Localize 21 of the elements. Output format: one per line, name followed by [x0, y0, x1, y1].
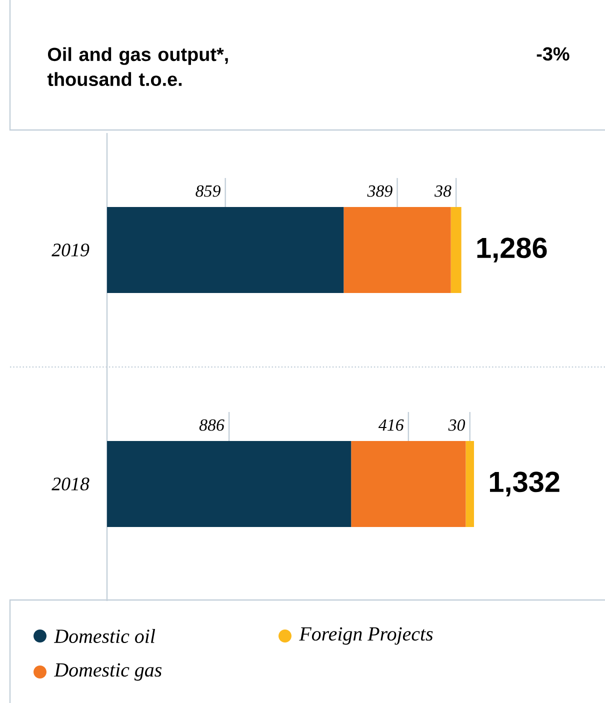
- total-label: 1,286: [477, 238, 547, 262]
- data-label: 859: [196, 185, 220, 197]
- legend-label: Domestic oil: [54, 628, 156, 644]
- bar: [450, 207, 462, 294]
- bar: [107, 207, 344, 294]
- data-label: 886: [199, 419, 224, 431]
- y-tick-label: 2019: [52, 244, 90, 256]
- data-label: 416: [378, 419, 404, 431]
- bar: [466, 441, 474, 528]
- data-label: 30: [448, 419, 466, 431]
- data-label: 38: [434, 185, 452, 197]
- data-label: 389: [367, 185, 392, 197]
- chart-title: Oil and gas output*, thousand t.o.e.: [47, 47, 228, 86]
- legend-label: Domestic gas: [54, 663, 162, 681]
- legend-label: Foreign Projects: [299, 627, 433, 645]
- bar: [351, 441, 466, 528]
- y-tick-label: 2018: [52, 478, 90, 490]
- bar: [107, 441, 352, 528]
- total-label: 1,332: [490, 472, 560, 496]
- text: -3%: [536, 47, 570, 61]
- bar: [344, 207, 451, 294]
